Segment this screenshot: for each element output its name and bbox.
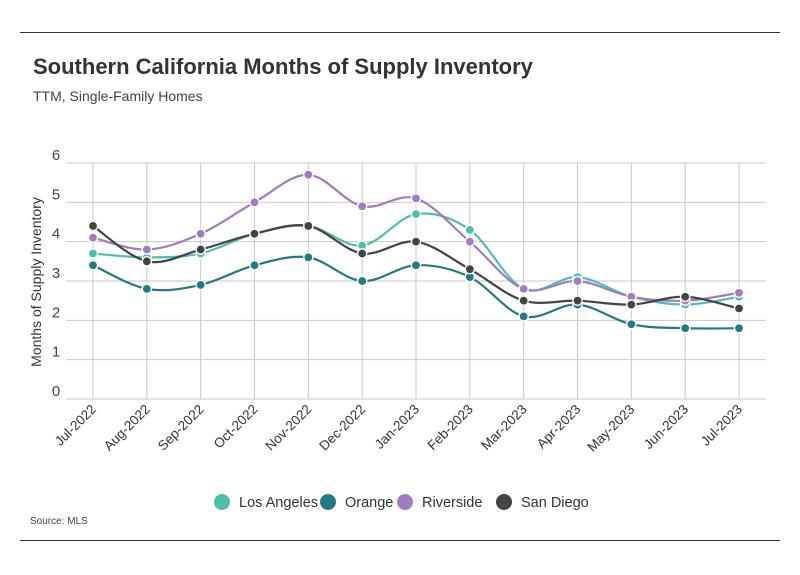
bottom-rule [20, 540, 780, 541]
data-point-san-diego [626, 299, 637, 310]
source-note: Source: MLS [30, 516, 88, 527]
data-point-san-diego [87, 220, 99, 232]
data-point-riverside [356, 200, 368, 212]
data-point-riverside [464, 236, 476, 247]
x-tick-label: Dec-2022 [316, 402, 368, 454]
data-point-orange [733, 322, 745, 334]
data-point-riverside [572, 275, 583, 287]
data-point-san-diego [572, 295, 583, 306]
y-tick-label: 4 [52, 226, 60, 243]
x-tick-label: Nov-2022 [262, 402, 314, 454]
legend-marker [320, 494, 336, 510]
series-riverside [87, 169, 745, 306]
x-tick-label: Jun-2023 [641, 402, 691, 452]
legend-item-riverside: Riverside [397, 494, 482, 511]
data-point-orange [87, 259, 99, 271]
legend-marker [496, 494, 512, 510]
data-point-riverside [410, 193, 422, 204]
page-title: Southern California Months of Supply Inv… [33, 54, 533, 79]
x-tick-label: Aug-2022 [101, 402, 153, 454]
y-axis-title: Months of Supply Inventory [28, 197, 44, 367]
data-point-riverside [303, 169, 314, 181]
y-tick-label: 2 [52, 304, 60, 321]
data-point-orange [141, 283, 153, 295]
data-point-san-diego [303, 220, 314, 232]
x-tick-label: Apr-2023 [534, 402, 584, 452]
top-rule [20, 32, 780, 33]
data-point-san-diego [356, 248, 368, 259]
data-point-orange [410, 259, 422, 271]
data-point-los-angeles [410, 208, 422, 220]
data-point-san-diego [733, 303, 745, 314]
data-point-san-diego [679, 291, 691, 303]
x-tick-label: May-2023 [584, 402, 637, 455]
legend-item-los-angeles: Los Angeles [214, 494, 318, 511]
data-point-san-diego [518, 295, 529, 306]
y-tick-label: 0 [52, 383, 60, 400]
legend-marker [397, 494, 413, 510]
data-point-riverside [249, 197, 260, 208]
data-point-san-diego [249, 228, 260, 240]
data-point-san-diego [410, 236, 422, 247]
legend-item-orange: Orange [320, 494, 393, 511]
x-tick-label: Feb-2023 [424, 402, 475, 453]
data-point-los-angeles [464, 224, 476, 236]
legend-label: San Diego [521, 495, 589, 511]
series-lines [87, 169, 745, 334]
data-point-orange [356, 275, 368, 287]
y-axis-ticks: 0 1 2 3 4 5 6 [52, 147, 60, 400]
data-point-orange [303, 252, 314, 263]
x-tick-label: Sep-2022 [155, 402, 207, 454]
series-san-diego [87, 220, 745, 314]
data-point-riverside [141, 244, 153, 255]
data-point-orange [626, 318, 637, 330]
data-point-san-diego [195, 244, 206, 255]
legend: Los Angeles Orange Riverside San Diego [214, 494, 589, 511]
data-point-los-angeles [87, 248, 99, 259]
legend-label: Orange [345, 495, 393, 511]
legend-label: Riverside [422, 495, 482, 511]
y-tick-label: 6 [52, 147, 60, 164]
x-tick-label: Mar-2023 [478, 402, 529, 453]
y-tick-label: 5 [52, 186, 60, 203]
data-point-riverside [87, 232, 99, 244]
y-tick-label: 3 [52, 265, 60, 282]
x-tick-label: Jul-2022 [52, 402, 99, 449]
data-point-orange [249, 259, 260, 271]
data-point-riverside [733, 287, 745, 299]
data-point-orange [518, 311, 529, 322]
x-axis-ticks: Jul-2022 Aug-2022 Sep-2022 Oct-2022 Nov-2022… [52, 402, 745, 455]
page-subtitle: TTM, Single-Family Homes [33, 88, 203, 104]
data-point-san-diego [464, 263, 476, 275]
data-point-orange [195, 279, 206, 291]
x-tick-label: Oct-2022 [211, 402, 261, 452]
series-orange [87, 252, 745, 334]
x-tick-label: Jan-2023 [372, 402, 422, 452]
legend-marker [214, 494, 230, 510]
x-tick-label: Jul-2023 [698, 402, 745, 449]
legend-item-san-diego: San Diego [496, 494, 589, 511]
y-tick-label: 1 [52, 344, 60, 361]
data-point-riverside [195, 228, 206, 240]
data-point-san-diego [141, 256, 153, 267]
legend-label: Los Angeles [239, 495, 318, 511]
data-point-riverside [518, 283, 529, 295]
data-point-orange [679, 322, 691, 334]
